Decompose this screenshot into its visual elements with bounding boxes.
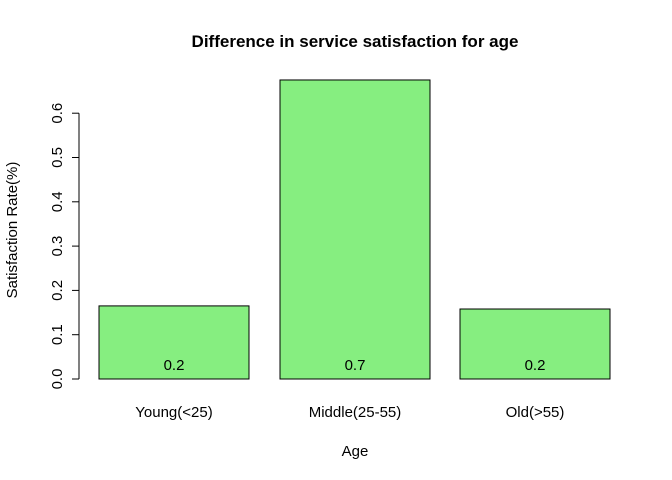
bar-data-label-2: 0.2 (525, 357, 546, 374)
y-tick-label: 0.6 (49, 103, 66, 124)
y-axis-title: Satisfaction Rate(%) (4, 162, 21, 299)
bars: 0.2 0.7 0.2 (98, 79, 611, 380)
bar-data-label-0: 0.2 (164, 357, 185, 374)
bar-1 (279, 79, 431, 380)
y-tick-label: 0.4 (49, 191, 66, 212)
bar-2 (459, 308, 611, 380)
y-tick-label: 0.3 (49, 236, 66, 257)
x-axis-title: Age (342, 443, 369, 460)
chart-title: Difference in service satisfaction for a… (192, 32, 519, 51)
x-category-label-2: Old(>55) (506, 404, 565, 421)
y-tick-label: 0.5 (49, 147, 66, 168)
y-tick-label: 0.2 (49, 280, 66, 301)
x-category-label-1: Middle(25-55) (309, 404, 402, 421)
y-tick-label: 0.0 (49, 369, 66, 390)
y-axis: 0.0 0.1 0.2 0.3 0.4 0.5 0.6 (49, 103, 80, 390)
bar-0 (98, 305, 250, 380)
x-category-label-0: Young(<25) (135, 404, 212, 421)
y-tick-label: 0.1 (49, 324, 66, 345)
bar-data-label-1: 0.7 (345, 357, 366, 374)
x-axis-labels: Young(<25) Middle(25-55) Old(>55) (135, 404, 564, 421)
